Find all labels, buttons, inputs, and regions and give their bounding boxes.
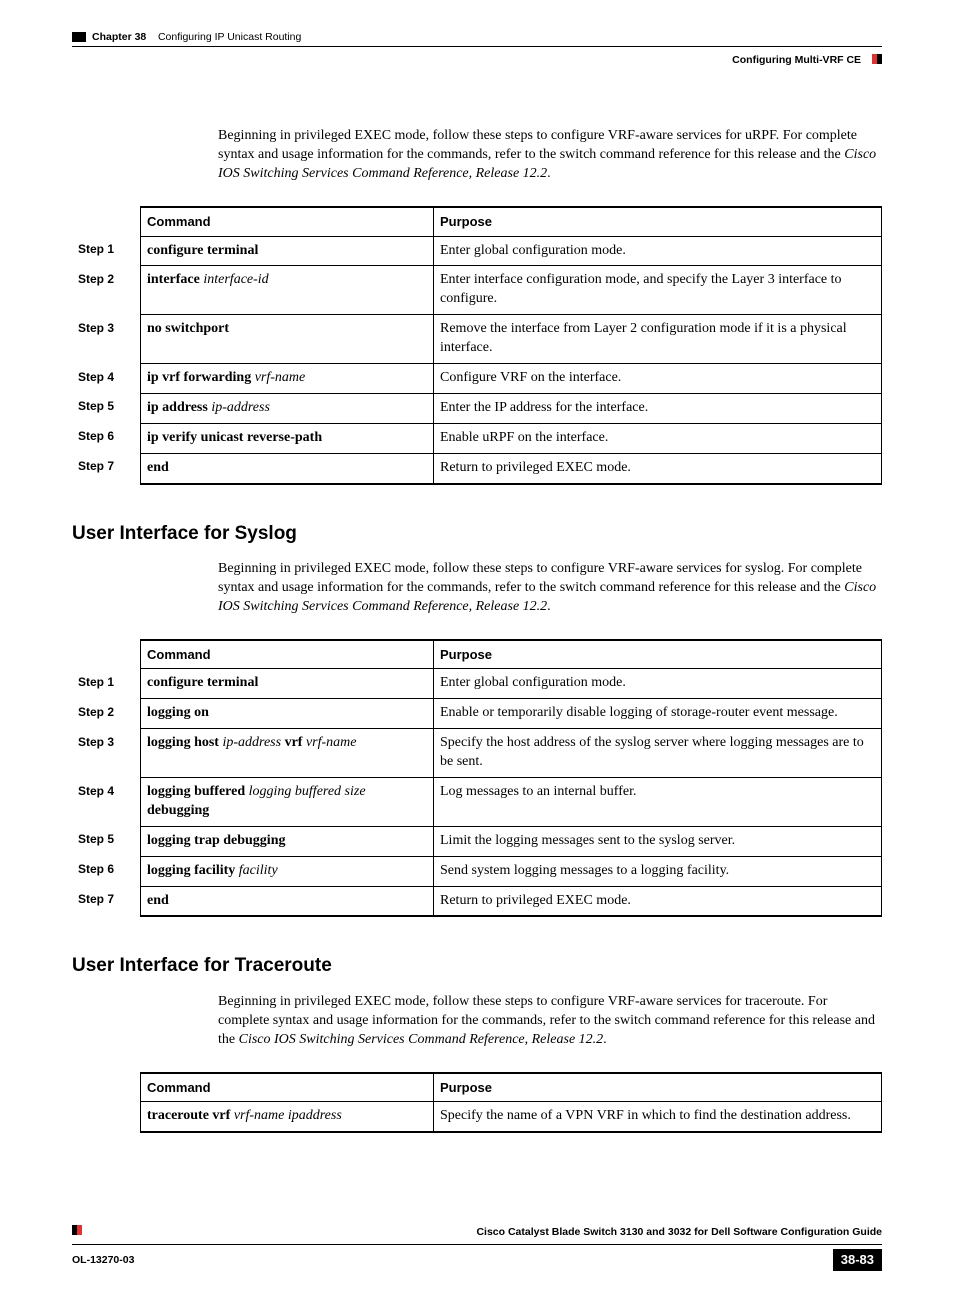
step-label: Step 7 <box>72 886 141 916</box>
step-label: Step 3 <box>72 729 141 778</box>
intro-traceroute-italic: Cisco IOS Switching Services Command Ref… <box>239 1032 604 1047</box>
section-title: Configuring Multi-VRF CE <box>732 54 861 66</box>
step-label: Step 1 <box>72 669 141 699</box>
command-cell: logging on <box>141 699 434 729</box>
table-row: Step 2logging onEnable or temporarily di… <box>72 699 882 729</box>
col-command: Command <box>141 1073 434 1102</box>
chapter-number: Chapter 38 <box>92 31 146 43</box>
step-label: Step 3 <box>72 315 141 364</box>
col-purpose: Purpose <box>434 640 882 669</box>
command-cell: end <box>141 453 434 483</box>
table-row: Step 3no switchportRemove the interface … <box>72 315 882 364</box>
page-header: Chapter 38 Configuring IP Unicast Routin… <box>72 30 882 47</box>
table-row: Step 1configure terminalEnter global con… <box>72 236 882 266</box>
purpose-cell: Return to privileged EXEC mode. <box>434 453 882 483</box>
page-subheader: Configuring Multi-VRF CE <box>72 53 882 67</box>
col-command: Command <box>141 640 434 669</box>
intro-urpf-after: . <box>547 166 551 181</box>
table-row: Step 2interface interface-idEnter interf… <box>72 266 882 315</box>
table-row: traceroute vrf vrf-name ipaddressSpecify… <box>72 1102 882 1132</box>
step-label: Step 4 <box>72 778 141 827</box>
col-step <box>72 640 141 669</box>
purpose-cell: Enter interface configuration mode, and … <box>434 266 882 315</box>
command-cell: ip address ip-address <box>141 393 434 423</box>
purpose-cell: Enable uRPF on the interface. <box>434 423 882 453</box>
table-urpf: Command Purpose Step 1configure terminal… <box>72 206 882 485</box>
step-label: Step 6 <box>72 423 141 453</box>
purpose-cell: Configure VRF on the interface. <box>434 364 882 394</box>
purpose-cell: Specify the name of a VPN VRF in which t… <box>434 1102 882 1132</box>
command-cell: configure terminal <box>141 669 434 699</box>
command-cell: no switchport <box>141 315 434 364</box>
step-label: Step 5 <box>72 826 141 856</box>
intro-traceroute: Beginning in privileged EXEC mode, follo… <box>218 993 882 1050</box>
table-row: Step 4logging buffered logging buffered … <box>72 778 882 827</box>
command-cell: logging buffered logging buffered size d… <box>141 778 434 827</box>
command-cell: ip vrf forwarding vrf-name <box>141 364 434 394</box>
step-label: Step 4 <box>72 364 141 394</box>
table-row: Step 1configure terminalEnter global con… <box>72 669 882 699</box>
command-cell: configure terminal <box>141 236 434 266</box>
command-cell: end <box>141 886 434 916</box>
command-cell: logging host ip-address vrf vrf-name <box>141 729 434 778</box>
header-chapter: Chapter 38 Configuring IP Unicast Routin… <box>92 30 301 44</box>
col-purpose: Purpose <box>434 1073 882 1102</box>
footer-page-number: 38-83 <box>833 1249 882 1271</box>
table-row: Step 3logging host ip-address vrf vrf-na… <box>72 729 882 778</box>
step-label: Step 2 <box>72 266 141 315</box>
step-label: Step 6 <box>72 856 141 886</box>
purpose-cell: Return to privileged EXEC mode. <box>434 886 882 916</box>
col-step <box>72 207 141 236</box>
table-row: Step 7endReturn to privileged EXEC mode. <box>72 453 882 483</box>
purpose-cell: Enable or temporarily disable logging of… <box>434 699 882 729</box>
page-footer: Cisco Catalyst Blade Switch 3130 and 303… <box>72 1223 882 1270</box>
command-cell: logging trap debugging <box>141 826 434 856</box>
intro-syslog-before: Beginning in privileged EXEC mode, follo… <box>218 561 862 595</box>
table-row: Step 6ip verify unicast reverse-pathEnab… <box>72 423 882 453</box>
step-label: Step 7 <box>72 453 141 483</box>
step-label <box>72 1102 141 1132</box>
intro-urpf: Beginning in privileged EXEC mode, follo… <box>218 127 882 184</box>
command-cell: ip verify unicast reverse-path <box>141 423 434 453</box>
intro-traceroute-after: . <box>603 1032 607 1047</box>
step-label: Step 1 <box>72 236 141 266</box>
purpose-cell: Specify the host address of the syslog s… <box>434 729 882 778</box>
purpose-cell: Enter the IP address for the interface. <box>434 393 882 423</box>
footer-start-icon <box>72 1225 82 1235</box>
table-row: Step 5logging trap debuggingLimit the lo… <box>72 826 882 856</box>
table-row: Step 4ip vrf forwarding vrf-nameConfigur… <box>72 364 882 394</box>
table-row: Step 7endReturn to privileged EXEC mode. <box>72 886 882 916</box>
heading-traceroute: User Interface for Traceroute <box>72 953 882 979</box>
intro-urpf-before: Beginning in privileged EXEC mode, follo… <box>218 128 857 162</box>
purpose-cell: Enter global configuration mode. <box>434 236 882 266</box>
table-traceroute: Command Purpose traceroute vrf vrf-name … <box>72 1072 882 1133</box>
footer-doc-id: OL-13270-03 <box>72 1253 134 1267</box>
table-syslog: Command Purpose Step 1configure terminal… <box>72 639 882 918</box>
footer-book-title: Cisco Catalyst Blade Switch 3130 and 303… <box>476 1226 882 1238</box>
col-step <box>72 1073 141 1102</box>
chapter-title: Configuring IP Unicast Routing <box>158 31 301 43</box>
header-bar-icon <box>72 32 86 42</box>
col-command: Command <box>141 207 434 236</box>
intro-syslog-after: . <box>547 599 551 614</box>
purpose-cell: Enter global configuration mode. <box>434 669 882 699</box>
table-row: Step 6logging facility facilitySend syst… <box>72 856 882 886</box>
purpose-cell: Limit the logging messages sent to the s… <box>434 826 882 856</box>
command-cell: interface interface-id <box>141 266 434 315</box>
header-end-icon <box>872 54 882 64</box>
step-label: Step 5 <box>72 393 141 423</box>
table-row: Step 5ip address ip-addressEnter the IP … <box>72 393 882 423</box>
purpose-cell: Remove the interface from Layer 2 config… <box>434 315 882 364</box>
command-cell: traceroute vrf vrf-name ipaddress <box>141 1102 434 1132</box>
command-cell: logging facility facility <box>141 856 434 886</box>
heading-syslog: User Interface for Syslog <box>72 521 882 547</box>
intro-syslog: Beginning in privileged EXEC mode, follo… <box>218 560 882 617</box>
purpose-cell: Send system logging messages to a loggin… <box>434 856 882 886</box>
purpose-cell: Log messages to an internal buffer. <box>434 778 882 827</box>
step-label: Step 2 <box>72 699 141 729</box>
col-purpose: Purpose <box>434 207 882 236</box>
